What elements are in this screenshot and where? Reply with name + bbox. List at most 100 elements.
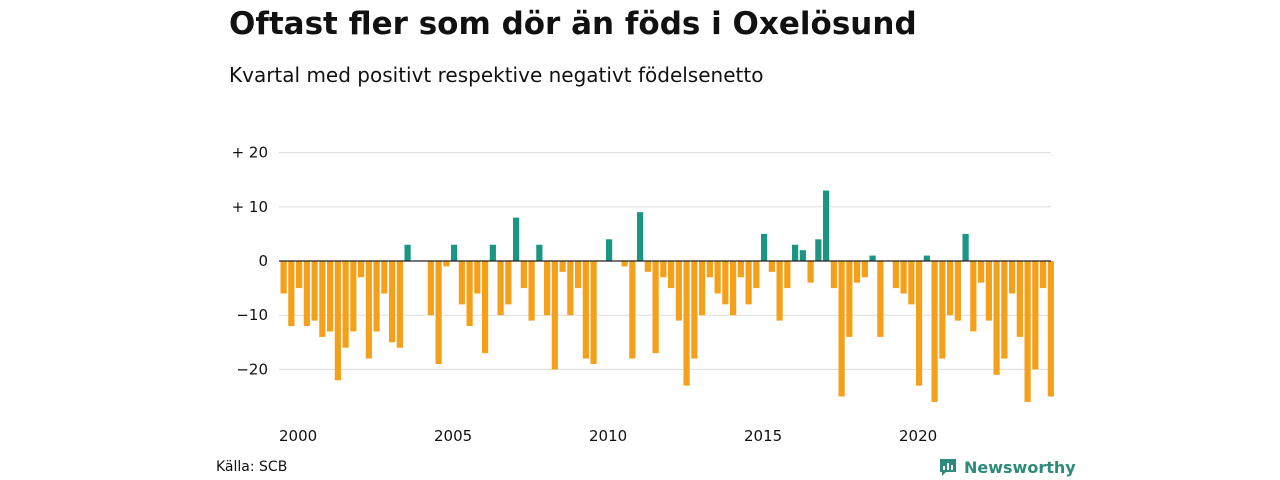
bar — [846, 261, 853, 337]
bar — [381, 261, 388, 294]
grid-lines — [279, 152, 1051, 370]
bar — [396, 261, 403, 348]
x-tick-label: 2010 — [589, 427, 627, 445]
y-tick-label: + 10 — [232, 198, 268, 216]
bar — [823, 190, 830, 261]
bar — [1040, 261, 1047, 289]
bar — [761, 233, 768, 261]
bar — [528, 261, 535, 321]
bar — [900, 261, 907, 294]
bar — [520, 261, 527, 289]
bar — [722, 261, 729, 305]
bar — [730, 261, 737, 316]
bar — [451, 244, 458, 261]
x-tick-label: 2005 — [434, 427, 472, 445]
bar — [970, 261, 977, 332]
bar — [799, 250, 806, 261]
bar — [536, 244, 543, 261]
bar — [830, 261, 837, 289]
bar — [327, 261, 334, 332]
bar — [350, 261, 357, 332]
bar — [551, 261, 558, 370]
bar — [706, 261, 713, 278]
bar — [319, 261, 326, 337]
newsworthy-logo-icon — [940, 459, 956, 476]
bar — [838, 261, 845, 397]
bar — [567, 261, 574, 316]
bar — [621, 261, 628, 267]
bar — [458, 261, 465, 305]
bar — [745, 261, 752, 305]
bar — [652, 261, 659, 354]
bar — [993, 261, 1000, 375]
bar — [497, 261, 504, 316]
bar — [482, 261, 489, 354]
y-tick-label: −20 — [236, 360, 268, 378]
bar — [854, 261, 861, 283]
bar — [714, 261, 721, 294]
bar — [590, 261, 597, 364]
bar — [668, 261, 675, 289]
bar — [1024, 261, 1031, 402]
chart-title: Oftast fler som dör än föds i Oxelösund — [229, 6, 917, 42]
bar — [637, 212, 644, 261]
bar — [404, 244, 411, 261]
bar — [768, 261, 775, 272]
bar — [606, 239, 613, 261]
y-tick-label: −10 — [236, 306, 268, 324]
bar — [962, 233, 969, 261]
bar — [978, 261, 985, 283]
bar — [776, 261, 783, 321]
bar — [683, 261, 690, 386]
bar — [303, 261, 310, 327]
bar — [365, 261, 372, 359]
bar — [296, 261, 303, 289]
bar — [575, 261, 582, 289]
bar — [505, 261, 512, 305]
chart-subtitle: Kvartal med positivt respektive negativt… — [229, 63, 764, 87]
bar — [629, 261, 636, 359]
bar — [861, 261, 868, 278]
bar — [869, 255, 876, 261]
y-axis-ticks: + 20 + 10 0 −10 −20 — [232, 144, 268, 379]
bar — [916, 261, 923, 386]
bar — [1047, 261, 1054, 397]
bar — [815, 239, 822, 261]
bar — [1001, 261, 1008, 359]
bar — [358, 261, 365, 278]
bar — [699, 261, 706, 316]
bar — [877, 261, 884, 337]
bar — [807, 261, 814, 283]
bar — [544, 261, 551, 316]
x-tick-label: 2020 — [899, 427, 937, 445]
bar — [435, 261, 442, 364]
bar — [334, 261, 341, 381]
bar — [947, 261, 954, 316]
brand-name: Newsworthy — [964, 457, 1076, 477]
bar — [675, 261, 682, 321]
bar — [489, 244, 496, 261]
y-tick-label: + 20 — [232, 144, 268, 162]
bars — [280, 190, 1054, 402]
bar — [954, 261, 961, 321]
bar — [931, 261, 938, 402]
bar — [691, 261, 698, 359]
bar — [389, 261, 396, 343]
bar — [427, 261, 434, 316]
bar — [582, 261, 589, 359]
x-tick-label: 2000 — [279, 427, 317, 445]
brand-logo: Newsworthy — [938, 456, 1076, 478]
bar — [474, 261, 481, 294]
bar — [892, 261, 899, 289]
bar — [923, 255, 930, 261]
bar — [939, 261, 946, 359]
bar — [908, 261, 915, 305]
bar — [1016, 261, 1023, 337]
bar — [466, 261, 473, 327]
source-note: Källa: SCB — [216, 459, 288, 475]
bar — [985, 261, 992, 321]
bar — [288, 261, 295, 327]
bar — [660, 261, 667, 278]
bar — [443, 261, 450, 267]
